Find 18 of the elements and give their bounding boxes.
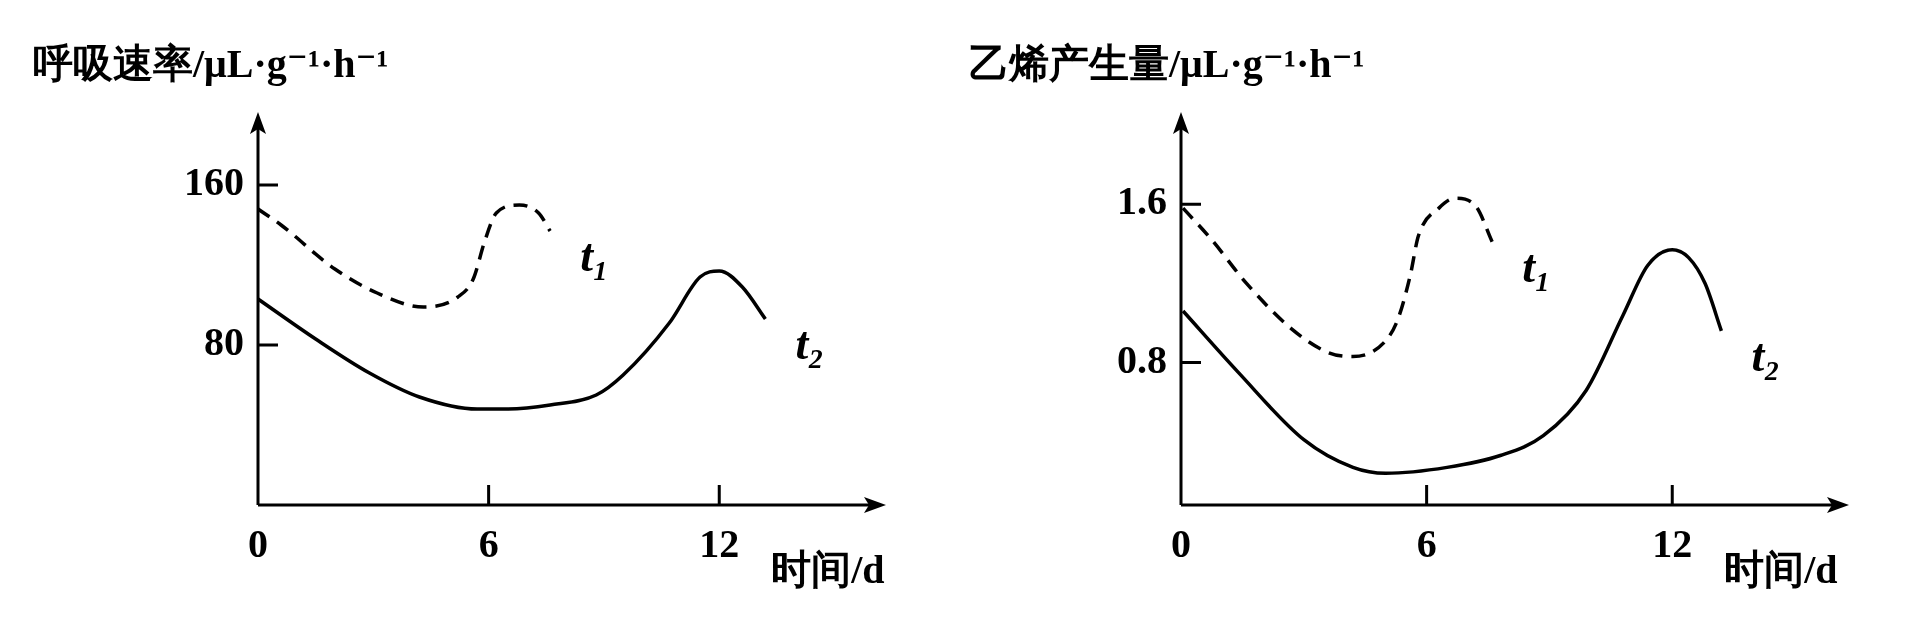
x-axis-title: 时间/d: [771, 547, 885, 592]
x-tick-label: 0: [248, 521, 268, 567]
series-label: t₂: [1751, 329, 1781, 381]
x-axis-title: 时间/d: [1724, 547, 1838, 592]
y-tick-label: 1.6: [1117, 178, 1167, 224]
series-label: t₁: [580, 230, 609, 281]
y-tick-label: 160: [184, 159, 244, 205]
x-tick-label: 6: [478, 521, 499, 567]
x-tick-label: 12: [1652, 521, 1693, 567]
x-tick-label: 6: [1416, 521, 1437, 567]
x-tick-label: 12: [699, 521, 740, 567]
series-label: t₁: [1522, 240, 1551, 292]
y-axis-title: 乙烯产生量/μL·g⁻¹·h⁻¹: [969, 41, 1365, 86]
y-tick-label: 0.8: [1117, 336, 1167, 382]
x-tick-label: 0: [1171, 521, 1191, 567]
series-label: t₂: [795, 318, 825, 369]
y-axis-title: 呼吸速率/μL·g⁻¹·h⁻¹: [33, 41, 389, 86]
y-tick-label: 80: [204, 319, 244, 365]
